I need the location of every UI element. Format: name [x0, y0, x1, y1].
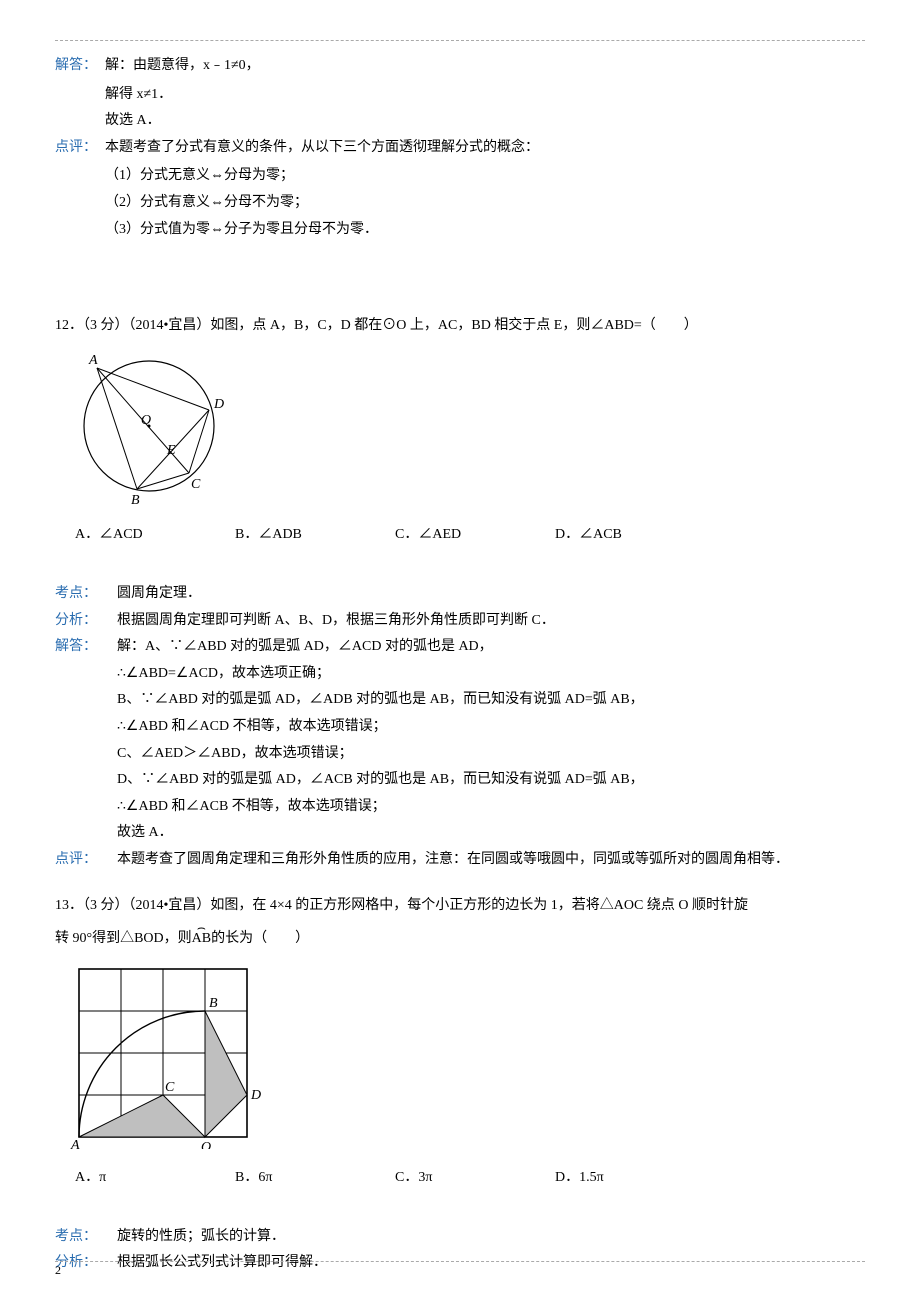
svg-text:A: A [88, 353, 98, 368]
q13-stem-b: 转 90°得到△BOD，则AB的长为（ ） [55, 926, 865, 953]
q11-dianping-line2: （1）分式无意义⇔分母为零； [55, 163, 865, 190]
q13-optA: A．π [75, 1165, 235, 1192]
svg-text:E: E [166, 443, 176, 458]
q12-options: A．∠ACD B．∠ADB C．∠AED D．∠ACB [55, 522, 865, 549]
q13-optB: B．6π [235, 1165, 395, 1192]
q12-jieda-row: 解答： 解：A、∵∠ABD 对的弧是弧 AD，∠ACD 对的弧也是 AD， [55, 634, 865, 661]
kaodian-label: 考点： [55, 581, 117, 608]
q13-fenxi-row: 分析： 根据弧长公式列式计算即可得解． [55, 1250, 865, 1277]
q11-dianping-line1: 本题考查了分式有意义的条件，从以下三个方面透彻理解分式的概念： [105, 135, 865, 162]
q12-kaodian-row: 考点： 圆周角定理． [55, 581, 865, 608]
q12-optC: C．∠AED [395, 522, 555, 549]
q13-fenxi: 根据弧长公式列式计算即可得解． [117, 1250, 865, 1277]
q12-jieda-l5: C、∠AED＞∠ABD，故本选项错误； [55, 741, 865, 768]
footer-dashed-rule [55, 1261, 865, 1262]
q12-dianping-row: 点评： 本题考查了圆周角定理和三角形外角性质的应用，注意：在同圆或等哦圆中，同弧… [55, 847, 865, 874]
q11-jieda-row: 解答： 解：由题意得，x﹣1≠0， [55, 53, 865, 80]
kaodian-label: 考点： [55, 1224, 117, 1251]
page-number: 2 [55, 1259, 61, 1282]
q11-jieda-line1: 解：由题意得，x﹣1≠0， [105, 53, 865, 80]
jieda-label: 解答： [55, 634, 117, 661]
q13-kaodian: 旋转的性质；弧长的计算． [117, 1224, 865, 1251]
svg-text:O: O [201, 1140, 211, 1149]
q13-arc-ab: AB [192, 926, 211, 953]
q12-jieda-l8: 故选 A． [55, 820, 865, 847]
fenxi-label: 分析： [55, 608, 117, 635]
q11-jieda-line2: 解得 x≠1． [55, 82, 865, 109]
q11-dianping-line3: （2）分式有意义⇔分母不为零； [55, 190, 865, 217]
q12-optA: A．∠ACD [75, 522, 235, 549]
svg-text:A: A [70, 1138, 80, 1149]
svg-text:B: B [131, 493, 140, 506]
q13-kaodian-row: 考点： 旋转的性质；弧长的计算． [55, 1224, 865, 1251]
svg-text:D: D [250, 1088, 261, 1103]
q12-jieda-l3: B、∵∠ABD 对的弧是弧 AD，∠ADB 对的弧也是 AB，而已知没有说弧 A… [55, 687, 865, 714]
dianping-label: 点评： [55, 135, 105, 162]
fenxi-label: 分析： [55, 1250, 117, 1277]
svg-text:C: C [165, 1080, 175, 1095]
q13-stem-b-post: 的长为（ ） [211, 931, 309, 946]
q12-jieda-l6: D、∵∠ABD 对的弧是弧 AD，∠ACB 对的弧也是 AB，而已知没有说弧 A… [55, 767, 865, 794]
q12-jieda-l4: ∴∠ABD 和∠ACD 不相等，故本选项错误； [55, 714, 865, 741]
q13-optD: D．1.5π [555, 1165, 715, 1192]
q12-diagram: A B C D O E [69, 346, 865, 517]
q12-kaodian: 圆周角定理． [117, 581, 865, 608]
q13-stem-a: 13．（3 分）（2014•宜昌）如图，在 4×4 的正方形网格中，每个小正方形… [55, 893, 865, 920]
q12-fenxi-row: 分析： 根据圆周角定理即可判断 A、B、D，根据三角形外角性质即可判断 C． [55, 608, 865, 635]
q12-jieda-l2: ∴∠ABD=∠ACD，故本选项正确； [55, 661, 865, 688]
q13-diagram: A O B C D [69, 959, 865, 1160]
q12-optD: D．∠ACB [555, 522, 715, 549]
svg-text:B: B [209, 996, 218, 1011]
svg-text:O: O [141, 413, 151, 428]
q12-stem: 12．（3 分）（2014•宜昌）如图，点 A，B，C，D 都在⊙O 上，AC，… [55, 313, 865, 340]
q13-stem-b-pre: 转 90°得到△BOD，则 [55, 931, 192, 946]
q12-jieda-l1: 解：A、∵∠ABD 对的弧是弧 AD，∠ACD 对的弧也是 AD， [117, 634, 865, 661]
q13-optC: C．3π [395, 1165, 555, 1192]
q13-options: A．π B．6π C．3π D．1.5π [55, 1165, 865, 1192]
svg-text:C: C [191, 477, 201, 492]
top-dashed-rule [55, 40, 865, 41]
q12-dianping: 本题考查了圆周角定理和三角形外角性质的应用，注意：在同圆或等哦圆中，同弧或等弧所… [117, 847, 865, 874]
jieda-label: 解答： [55, 53, 105, 80]
q12-jieda-l7: ∴∠ABD 和∠ACB 不相等，故本选项错误； [55, 794, 865, 821]
q12-fenxi: 根据圆周角定理即可判断 A、B、D，根据三角形外角性质即可判断 C． [117, 608, 865, 635]
svg-text:D: D [213, 397, 224, 412]
q11-jieda-line3: 故选 A． [55, 108, 865, 135]
q11-dianping-row: 点评： 本题考查了分式有意义的条件，从以下三个方面透彻理解分式的概念： [55, 135, 865, 162]
dianping-label: 点评： [55, 847, 117, 874]
q12-optB: B．∠ADB [235, 522, 395, 549]
q11-dianping-line4: （3）分式值为零⇔分子为零且分母不为零． [55, 217, 865, 244]
